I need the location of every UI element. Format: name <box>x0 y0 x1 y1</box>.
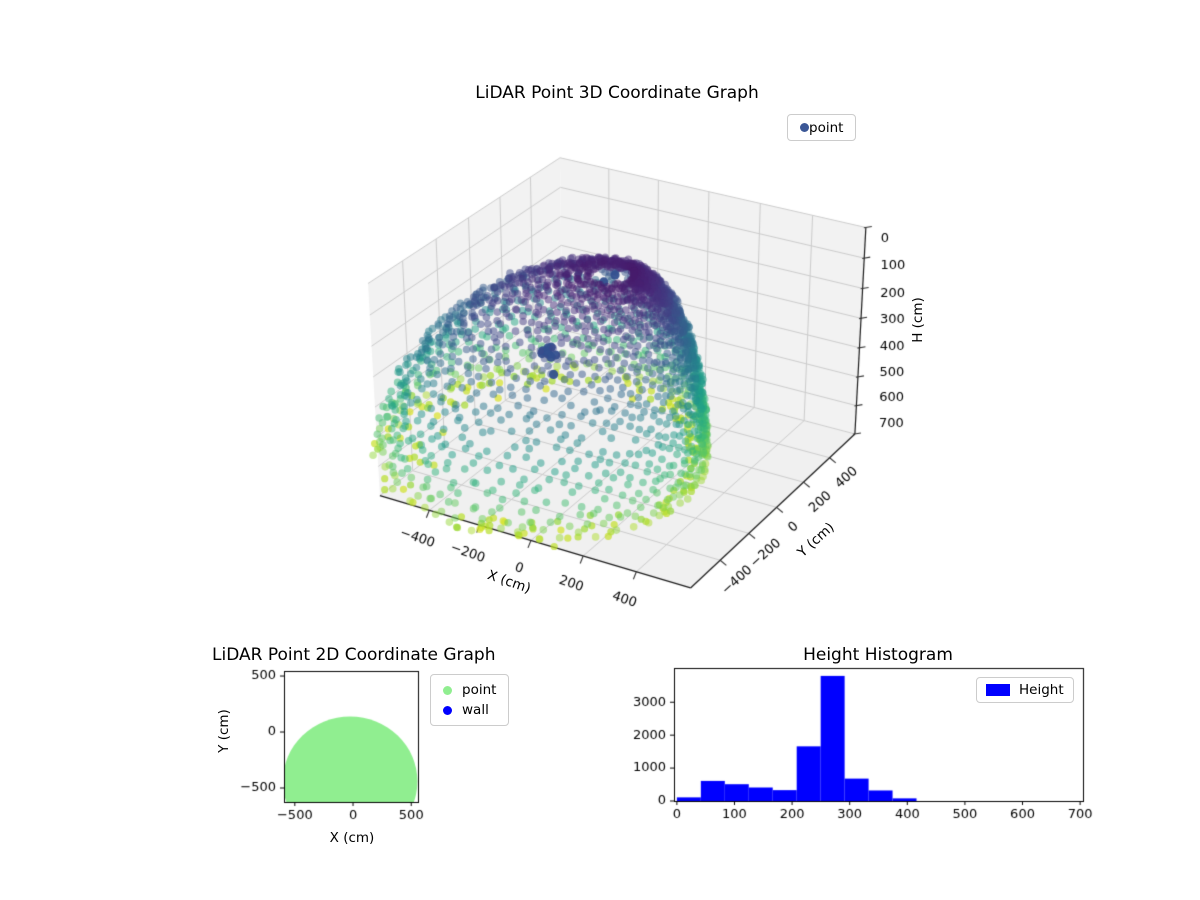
wall-legend-label-2d: wall <box>462 702 489 718</box>
2d-plot-title: LiDAR Point 2D Coordinate Graph <box>212 645 496 665</box>
point-legend-label: point <box>809 119 844 136</box>
2d-x-axis-label: X (cm) <box>329 830 375 846</box>
2d-legend-entry-wall: wall <box>443 702 496 718</box>
height-legend-label: Height <box>1019 682 1064 698</box>
3d-h-axis-label: H (cm) <box>910 297 926 343</box>
3d-plot-title: LiDAR Point 3D Coordinate Graph <box>475 83 759 103</box>
point-legend-label-2d: point <box>462 682 497 698</box>
histogram-title: Height Histogram <box>803 645 953 665</box>
point-legend-marker <box>800 123 809 132</box>
point-legend-marker-2d <box>443 685 452 695</box>
histogram-legend: Height <box>976 677 1074 703</box>
wall-legend-marker-2d <box>443 705 452 715</box>
2d-y-axis-label: Y (cm) <box>216 709 232 753</box>
2d-legend-entry-point: point <box>443 682 496 698</box>
2d-legend: point wall <box>430 674 510 726</box>
height-legend-swatch <box>986 684 1010 696</box>
3d-legend: point <box>787 114 857 141</box>
